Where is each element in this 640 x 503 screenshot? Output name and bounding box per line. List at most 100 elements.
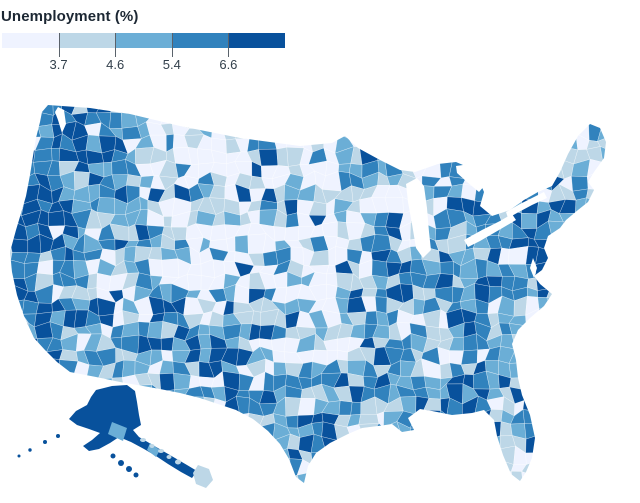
county-cell bbox=[534, 370, 554, 386]
county-cell bbox=[161, 349, 174, 362]
county-cell bbox=[571, 108, 589, 128]
county-cell bbox=[534, 459, 553, 477]
county-cell bbox=[10, 395, 29, 416]
county-cell bbox=[284, 225, 300, 241]
county-cell bbox=[10, 321, 13, 342]
county-cell bbox=[552, 235, 566, 253]
county-cell bbox=[583, 420, 602, 441]
county-cell bbox=[312, 461, 330, 475]
county-cell bbox=[472, 84, 492, 103]
county-cell bbox=[458, 422, 479, 437]
county-cell bbox=[349, 110, 366, 124]
county-cell bbox=[475, 113, 491, 128]
county-cell bbox=[10, 384, 29, 398]
county-cell bbox=[387, 433, 403, 452]
county-cell bbox=[14, 89, 24, 100]
county-cell bbox=[35, 475, 52, 483]
county-cell bbox=[546, 297, 563, 317]
county-cell bbox=[447, 105, 467, 112]
county-cell bbox=[160, 105, 178, 115]
county-cell bbox=[272, 120, 286, 138]
county-cell bbox=[546, 273, 563, 289]
county-cell bbox=[583, 237, 605, 252]
county-cell bbox=[410, 462, 428, 479]
county-cell bbox=[384, 150, 402, 165]
county-cell bbox=[121, 110, 138, 129]
county-cell bbox=[595, 334, 606, 348]
county-cell bbox=[535, 435, 554, 454]
county-cell bbox=[246, 135, 260, 153]
county-cell bbox=[559, 87, 575, 98]
county-cell bbox=[597, 215, 606, 227]
county-cell bbox=[491, 202, 500, 215]
county-cell bbox=[197, 487, 214, 499]
county-cell bbox=[499, 486, 514, 503]
county-cell bbox=[12, 440, 28, 451]
county-cell bbox=[434, 437, 451, 449]
county-cell bbox=[447, 133, 466, 152]
county-cell bbox=[100, 88, 112, 100]
county-cell bbox=[511, 471, 524, 483]
county-cell bbox=[95, 105, 112, 114]
county-cell bbox=[562, 460, 577, 474]
county-cell bbox=[149, 397, 163, 416]
county-cell bbox=[521, 471, 538, 483]
county-cell bbox=[310, 451, 330, 466]
hawaii-island bbox=[149, 444, 155, 448]
county-cell bbox=[196, 434, 215, 448]
lake-ontario bbox=[506, 192, 547, 218]
county-cell bbox=[374, 288, 388, 298]
county-cell bbox=[612, 322, 628, 338]
county-cell bbox=[36, 387, 54, 402]
county-cell bbox=[448, 110, 467, 129]
county-cell bbox=[545, 105, 565, 114]
county-cell bbox=[198, 110, 216, 129]
county-cell bbox=[488, 109, 498, 130]
county-cell bbox=[585, 449, 604, 464]
county-cell bbox=[299, 84, 313, 103]
county-cell bbox=[10, 185, 27, 205]
county-cell bbox=[148, 258, 163, 277]
county-cell bbox=[572, 375, 588, 389]
county-cell bbox=[23, 108, 41, 129]
county-cell bbox=[410, 433, 423, 453]
county-cell bbox=[59, 447, 79, 464]
county-cell bbox=[586, 484, 600, 500]
county-cell bbox=[421, 424, 435, 439]
county-cell bbox=[571, 273, 587, 289]
county-cell bbox=[521, 136, 541, 153]
county-cell bbox=[321, 221, 338, 238]
county-cell bbox=[545, 460, 566, 475]
county-cell bbox=[399, 87, 415, 104]
county-cell bbox=[121, 359, 136, 378]
county-cell bbox=[34, 396, 48, 416]
county-cell bbox=[273, 226, 287, 242]
county-cell bbox=[433, 421, 450, 442]
alaska-shape bbox=[69, 385, 197, 478]
county-cell bbox=[10, 149, 25, 166]
county-cell bbox=[137, 384, 153, 405]
county-cell bbox=[613, 159, 627, 178]
county-cell bbox=[161, 258, 180, 278]
county-cell bbox=[449, 436, 466, 451]
county-cell bbox=[272, 350, 286, 364]
county-cell bbox=[538, 308, 552, 322]
county-cell bbox=[1, 484, 17, 503]
county-cell bbox=[48, 374, 62, 391]
county-cell bbox=[413, 109, 428, 128]
county-cell bbox=[174, 422, 192, 441]
county-cell bbox=[148, 486, 165, 501]
county-cell bbox=[602, 201, 606, 217]
county-cell bbox=[300, 108, 316, 125]
county-cell bbox=[26, 423, 37, 441]
county-cell bbox=[521, 125, 535, 140]
county-cell bbox=[552, 409, 567, 427]
county-cell bbox=[336, 349, 348, 361]
county-cell bbox=[564, 362, 580, 377]
county-cell bbox=[47, 471, 63, 483]
county-cell bbox=[496, 134, 517, 153]
county-cell bbox=[10, 108, 27, 129]
county-cell bbox=[545, 146, 565, 167]
county-cell bbox=[10, 105, 25, 116]
county-cell bbox=[224, 105, 242, 116]
